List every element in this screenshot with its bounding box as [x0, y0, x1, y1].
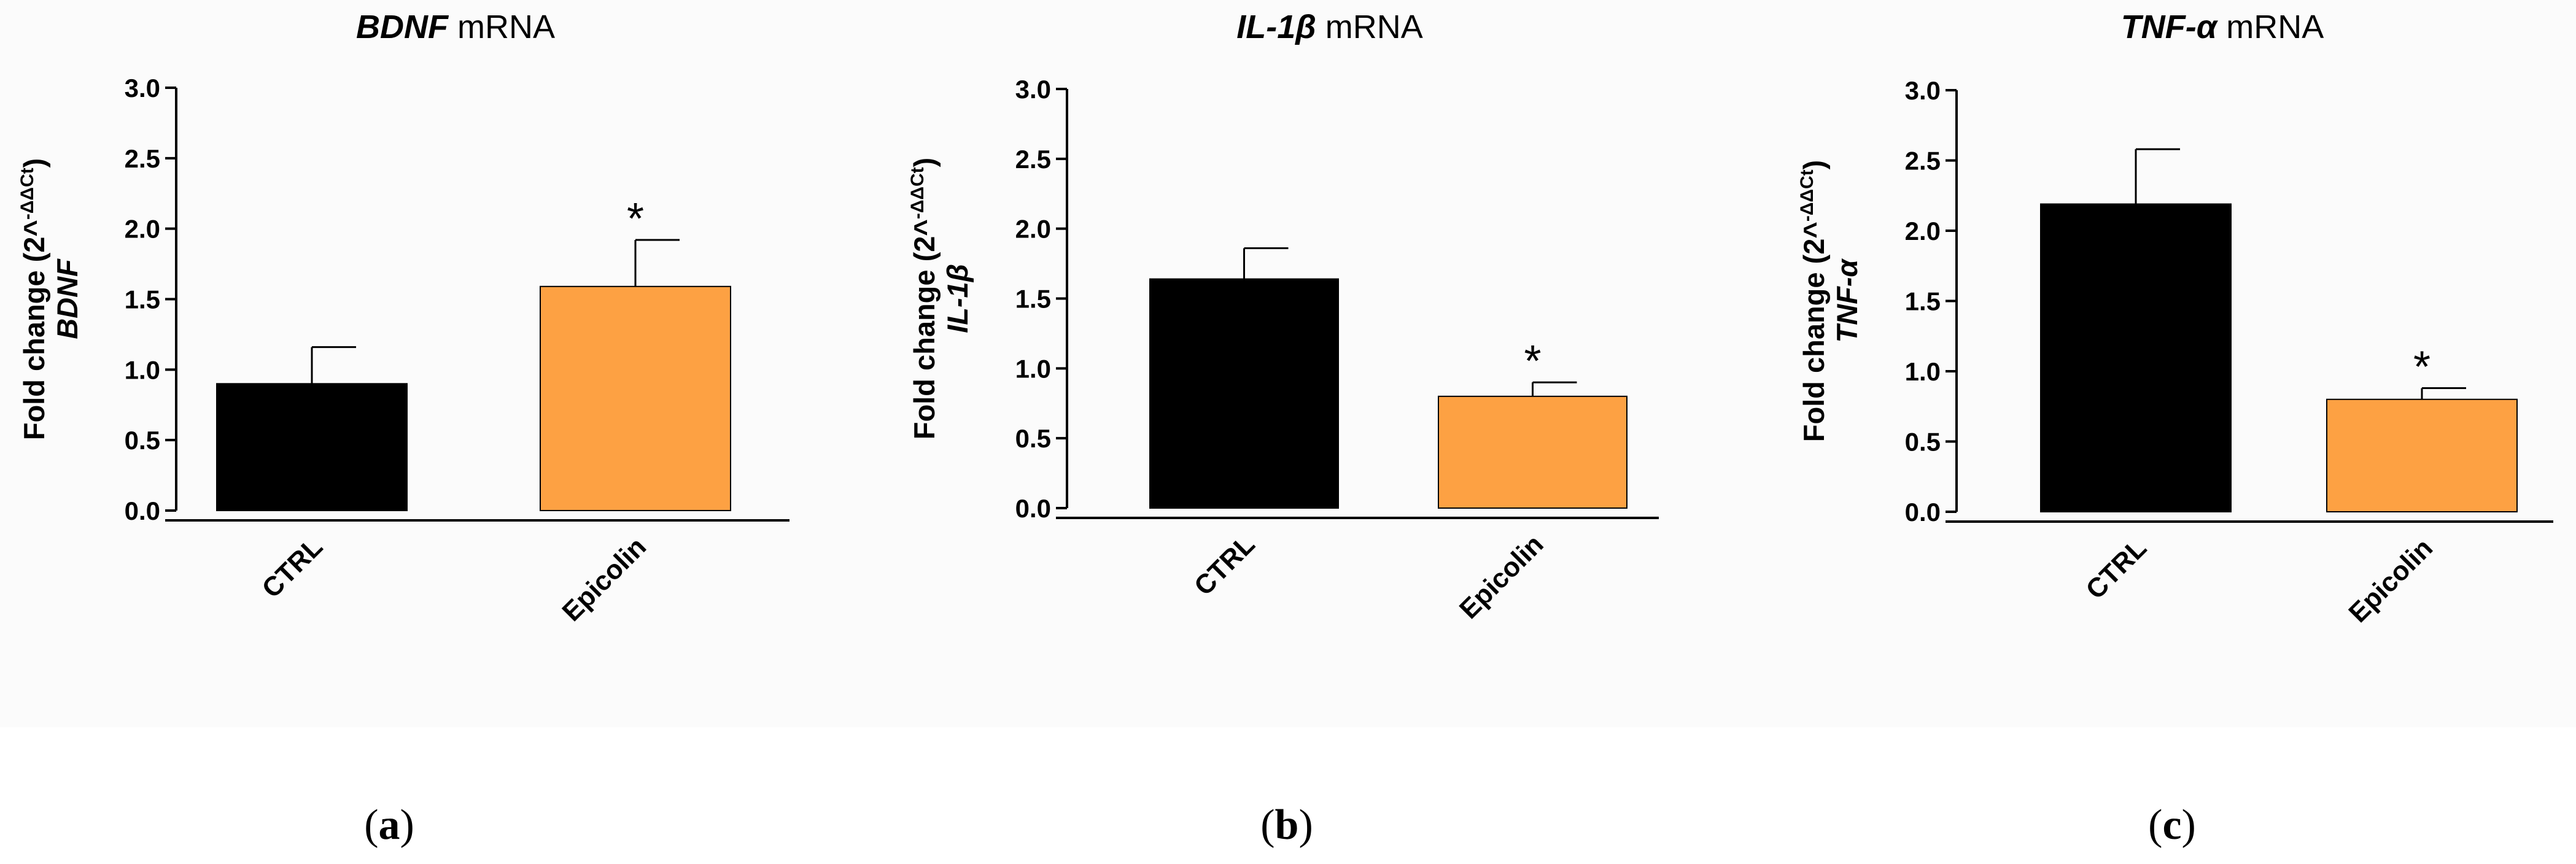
y-axis-label: Fold change (2^-ΔΔCt)BDNF — [17, 158, 83, 441]
bar-ctrl — [2040, 203, 2232, 512]
y-tick-label: 0.0 — [125, 496, 160, 525]
category-label: CTRL — [1189, 529, 1261, 601]
bar-ctrl — [1149, 278, 1339, 509]
chart-title: IL-1β mRNA — [1236, 9, 1423, 45]
y-tick-label: 0.5 — [1905, 428, 1941, 457]
chart-title: TNF-α mRNA — [2121, 9, 2324, 45]
y-tick-label: 1.0 — [125, 355, 160, 384]
chart-panel-b: IL-1β mRNA Fold change (2^-ΔΔCt)IL-1β 0.0 0… — [907, 9, 1659, 849]
category-label: CTRL — [2080, 533, 2152, 605]
y-tick-label: 3.0 — [1015, 75, 1051, 104]
significance-marker: * — [2413, 342, 2431, 392]
y-tick-label: 2.0 — [1905, 217, 1941, 245]
y-tick-label: 2.0 — [1015, 215, 1051, 244]
y-tick-label: 1.5 — [125, 285, 160, 314]
y-tick-label: 0.0 — [1905, 498, 1941, 526]
y-tick-label: 3.0 — [1905, 76, 1941, 105]
y-axis-label: Fold change (2^-ΔΔCt)IL-1β — [907, 158, 974, 440]
bar-ctrl — [216, 383, 408, 511]
bar-epicolin — [1438, 395, 1627, 509]
panel-label: (a) — [364, 801, 414, 849]
panel-label: (c) — [2148, 801, 2196, 849]
y-tick-label: 2.0 — [125, 215, 160, 244]
y-tick-label: 0.0 — [1015, 494, 1051, 523]
category-label: CTRL — [256, 531, 328, 604]
chart-panel-c: TNF-α mRNA Fold change (2^-ΔΔCt)TNF-α 0.0 0… — [1797, 9, 2553, 849]
significance-marker: * — [1524, 337, 1541, 386]
y-tick-label: 2.5 — [125, 144, 160, 173]
chart-title: BDNF mRNA — [356, 9, 555, 45]
bar-epicolin — [2326, 398, 2518, 512]
significance-marker: * — [627, 195, 644, 244]
y-tick-label: 1.0 — [1015, 354, 1051, 383]
bar-epicolin — [540, 285, 731, 511]
y-axis-label: Fold change (2^-ΔΔCt)TNF-α — [1797, 160, 1863, 442]
y-tick-label: 2.5 — [1905, 147, 1941, 176]
panel-label: (b) — [1260, 801, 1313, 849]
y-tick-label: 1.0 — [1905, 357, 1941, 386]
category-label: Epicolin — [1454, 529, 1550, 625]
y-tick-label: 0.5 — [1015, 424, 1051, 453]
category-label: Epicolin — [556, 531, 652, 627]
category-label: Epicolin — [2343, 533, 2438, 628]
y-tick-label: 0.5 — [125, 426, 160, 455]
y-tick-label: 2.5 — [1015, 145, 1051, 174]
y-tick-label: 1.5 — [1905, 287, 1941, 316]
y-tick-label: 1.5 — [1015, 285, 1051, 314]
y-tick-label: 3.0 — [125, 74, 160, 102]
chart-panel-a: BDNF mRNA Fold change (2^-ΔΔCt)BDNF 0.0 0.5… — [17, 9, 789, 849]
